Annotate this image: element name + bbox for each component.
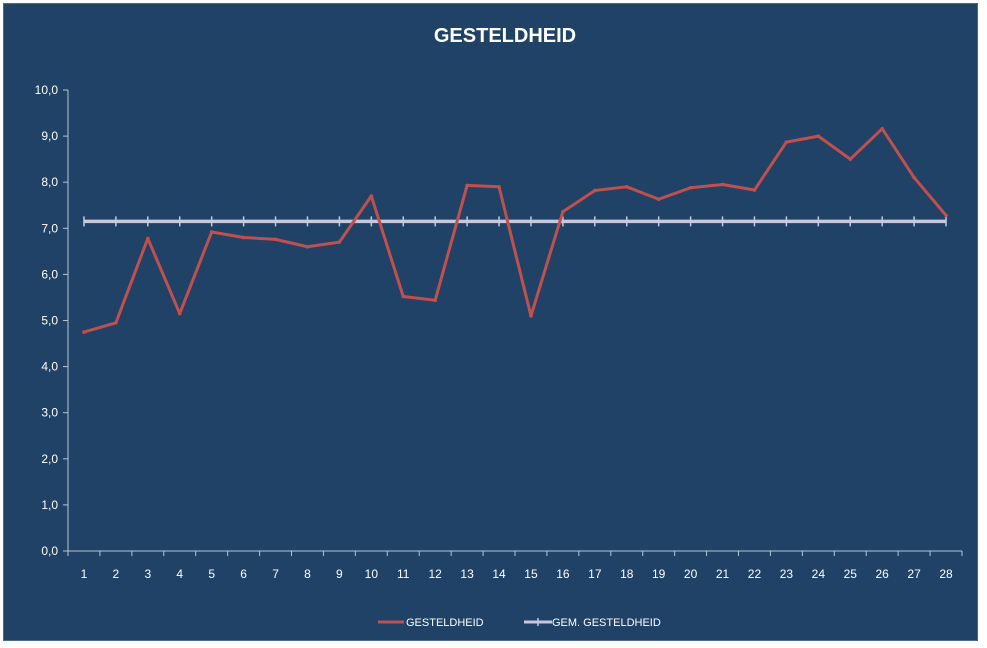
point-marker-gesteldheid bbox=[305, 244, 310, 249]
x-tick-label: 24 bbox=[812, 567, 826, 581]
x-tick-label: 2 bbox=[113, 567, 120, 581]
point-marker-gesteldheid bbox=[465, 183, 469, 188]
point-marker-gesteldheid bbox=[497, 185, 501, 189]
series-layer bbox=[82, 126, 948, 334]
x-tick-label: 22 bbox=[748, 567, 762, 581]
point-marker-gesteldheid bbox=[209, 230, 214, 234]
y-tick-label: 8,0 bbox=[41, 175, 58, 189]
x-tick-label: 10 bbox=[365, 567, 379, 581]
x-tick-label: 1 bbox=[81, 567, 88, 581]
point-marker-gesteldheid bbox=[848, 157, 853, 161]
y-tick-label: 6,0 bbox=[41, 267, 58, 281]
x-tick-label: 7 bbox=[272, 567, 279, 581]
x-tick-label: 28 bbox=[939, 567, 953, 581]
x-tick-label: 26 bbox=[875, 567, 889, 581]
point-marker-gesteldheid bbox=[369, 194, 374, 198]
y-axis: 0,0 1,0 2,0 3,0 4,0 5,0 6,0 7,0 8,0 9,0 10,0 bbox=[35, 83, 69, 558]
y-tick-label: 5,0 bbox=[41, 314, 58, 328]
y-tick-label: 7,0 bbox=[41, 221, 58, 235]
point-marker-gesteldheid bbox=[944, 213, 948, 218]
point-marker-gesteldheid bbox=[816, 134, 821, 138]
y-tick-label: 3,0 bbox=[41, 406, 58, 420]
x-axis: 1 2 3 4 5 6 7 8 9 10 11 12 13 14 15 16 17 18 19 20 21 22 23 24 2… bbox=[67, 550, 963, 581]
x-tick-label: 27 bbox=[907, 567, 921, 581]
point-marker-gesteldheid bbox=[401, 294, 406, 299]
x-tick-label: 17 bbox=[588, 567, 602, 581]
x-tick-label: 20 bbox=[684, 567, 698, 581]
x-tick-label: 19 bbox=[652, 567, 666, 581]
point-marker-gesteldheid bbox=[177, 311, 182, 316]
point-marker-gesteldheid bbox=[337, 240, 342, 244]
x-tick-label: 16 bbox=[556, 567, 570, 581]
point-marker-gesteldheid bbox=[880, 126, 884, 131]
point-marker-gesteldheid bbox=[912, 175, 916, 180]
point-marker-gesteldheid bbox=[241, 235, 246, 240]
legend-label-gesteldheid: GESTELDHEID bbox=[406, 617, 484, 629]
x-tick-label: 3 bbox=[144, 567, 151, 581]
point-marker-gesteldheid bbox=[561, 209, 565, 214]
y-tick-label: 2,0 bbox=[41, 452, 58, 466]
point-marker-gesteldheid bbox=[433, 298, 437, 303]
point-marker-gesteldheid bbox=[752, 188, 757, 192]
x-tick-label: 8 bbox=[304, 567, 311, 581]
x-tick-label: 12 bbox=[428, 567, 442, 581]
y-tick-label: 4,0 bbox=[41, 360, 58, 374]
point-marker-gesteldheid bbox=[688, 185, 693, 190]
x-tick-label: 5 bbox=[208, 567, 215, 581]
point-marker-gesteldheid bbox=[273, 237, 278, 242]
y-tick-label: 0,0 bbox=[41, 544, 58, 558]
y-tick-label: 9,0 bbox=[41, 129, 58, 143]
x-tick-label: 9 bbox=[336, 567, 343, 581]
x-tick-label: 18 bbox=[620, 567, 634, 581]
x-tick-label: 13 bbox=[460, 567, 474, 581]
x-tick-label: 23 bbox=[780, 567, 794, 581]
point-marker-gesteldheid bbox=[624, 185, 629, 189]
x-tick-label: 25 bbox=[844, 567, 858, 581]
legend: GESTELDHEID GEM. GESTELDHEID bbox=[378, 617, 661, 629]
point-marker-gesteldheid bbox=[146, 236, 150, 241]
x-tick-label: 21 bbox=[716, 567, 730, 581]
y-tick-label: 1,0 bbox=[41, 498, 58, 512]
x-tick-label: 4 bbox=[176, 567, 183, 581]
x-tick-label: 6 bbox=[240, 567, 247, 581]
chart-title: GESTELDHEID bbox=[434, 25, 576, 47]
point-marker-gesteldheid bbox=[529, 314, 533, 318]
point-marker-gesteldheid bbox=[82, 330, 86, 334]
legend-label-gem-gesteldheid: GEM. GESTELDHEID bbox=[552, 617, 661, 629]
point-marker-gesteldheid bbox=[593, 188, 597, 193]
point-marker-gesteldheid bbox=[720, 182, 725, 187]
x-tick-label: 11 bbox=[397, 567, 410, 581]
point-marker-gesteldheid bbox=[114, 321, 118, 325]
x-tick-label: 15 bbox=[524, 567, 538, 581]
x-tick-label: 14 bbox=[492, 567, 506, 581]
y-tick-label: 10,0 bbox=[35, 83, 59, 97]
point-marker-gesteldheid bbox=[656, 197, 661, 202]
chart-area bbox=[3, 3, 978, 641]
series-line-gesteldheid bbox=[83, 127, 948, 334]
point-marker-gesteldheid bbox=[784, 140, 789, 144]
